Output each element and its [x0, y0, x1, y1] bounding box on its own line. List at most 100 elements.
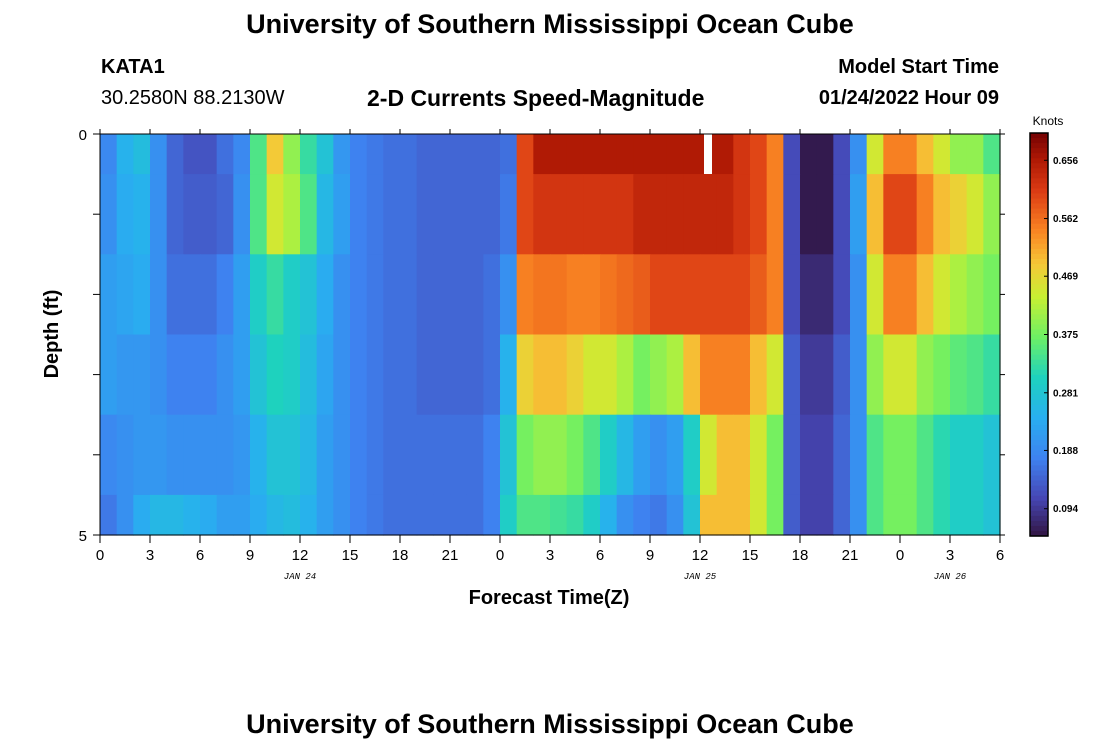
x-tick-label: 0: [496, 547, 504, 564]
heatmap-cell: [316, 334, 334, 416]
heatmap-cell: [316, 254, 334, 336]
heatmap-cell: [316, 414, 334, 496]
heatmap-cell: [616, 174, 634, 255]
heatmap-cell: [566, 174, 584, 255]
heatmap-cell: [100, 134, 118, 175]
heatmap-cell: [433, 414, 451, 496]
heatmap-cell: [616, 334, 634, 416]
heatmap-cell: [316, 174, 334, 255]
colorbar-segment: [1030, 148, 1048, 154]
heatmap-cell: [450, 414, 468, 496]
heatmap-cell: [583, 134, 601, 175]
heatmap-cell: [816, 334, 834, 416]
heatmap-cell: [350, 334, 368, 416]
x-tick-label: 21: [842, 547, 859, 564]
heatmap-cell: [250, 494, 268, 536]
heatmap-cell: [550, 254, 568, 336]
heatmap-cell: [516, 414, 534, 496]
heatmap-cell: [183, 414, 201, 496]
colorbar-segment: [1030, 369, 1048, 376]
heatmap-cell: [383, 494, 401, 536]
heatmap-cell: [883, 334, 901, 416]
heatmap-cell: [116, 494, 134, 536]
colorbar-segment: [1030, 480, 1048, 487]
x-tick-label: 9: [646, 547, 654, 564]
heatmap-cell: [900, 414, 918, 496]
heatmap-cell: [833, 494, 851, 536]
colorbar-segment: [1030, 253, 1048, 260]
heatmap-cell: [850, 414, 868, 496]
colorbar-segment: [1030, 233, 1048, 240]
heatmap-cell: [483, 334, 501, 416]
heatmap-cell: [133, 134, 151, 175]
heatmap-cell: [383, 334, 401, 416]
heatmap-cell: [450, 254, 468, 336]
colorbar-segment: [1030, 133, 1048, 139]
heatmap-cell: [383, 174, 401, 255]
colorbar-segment: [1030, 248, 1048, 255]
y-axis: 05: [79, 127, 1005, 545]
heatmap-cell: [450, 134, 468, 175]
heatmap-cell: [766, 494, 784, 536]
heatmap-cell: [933, 414, 951, 496]
heatmap-cell: [666, 174, 684, 255]
x-tick-label: 6: [996, 547, 1004, 564]
heatmap-cell: [600, 254, 618, 336]
heatmap-cell: [983, 414, 1001, 496]
colorbar-segment: [1030, 274, 1048, 280]
colorbar-segment: [1030, 394, 1048, 401]
heatmap-cell: [383, 134, 401, 175]
heatmap-cell: [150, 414, 168, 496]
heatmap-cell: [200, 494, 218, 536]
heatmap-cell: [583, 494, 601, 536]
heatmap-cell: [166, 414, 184, 496]
heatmap-cell: [733, 494, 751, 536]
colorbar-label: Knots: [1033, 114, 1064, 128]
colorbar-segment: [1030, 319, 1048, 326]
heatmap-cell: [700, 334, 718, 416]
heatmap-cell: [750, 414, 768, 496]
heatmap-cell: [800, 414, 818, 496]
heatmap-cell: [366, 134, 384, 175]
heatmap-cell: [933, 174, 951, 255]
heatmap-cell: [766, 134, 784, 175]
heatmap-cell: [800, 174, 818, 255]
colorbar-segment: [1030, 420, 1048, 426]
heatmap-cell: [266, 334, 284, 416]
heatmap-cell: [183, 254, 201, 336]
heatmap-cell: [500, 254, 518, 336]
heatmap-cell: [550, 174, 568, 255]
heatmap-cell: [916, 414, 934, 496]
heatmap-cell: [866, 174, 884, 255]
heatmap-cell: [716, 334, 734, 416]
heatmap-cell: [316, 494, 334, 536]
heatmap-cell: [716, 414, 734, 496]
heatmap-cell: [933, 134, 951, 175]
heatmap-cell: [650, 254, 668, 336]
heatmap-cell: [466, 334, 484, 416]
heatmap-cell: [166, 174, 184, 255]
heatmap-cell: [666, 254, 684, 336]
heatmap-cell: [633, 134, 651, 175]
heatmap-cell: [283, 254, 301, 336]
heatmap-cell: [133, 174, 151, 255]
heatmap-cell: [950, 334, 968, 416]
heatmap-cell: [616, 494, 634, 536]
data-gap: [704, 134, 712, 174]
colorbar-segment: [1030, 138, 1048, 144]
heatmap-cell: [850, 334, 868, 416]
heatmap-cell: [250, 334, 268, 416]
heatmap-cell: [350, 494, 368, 536]
heatmap-cell: [533, 174, 551, 255]
heatmap-cell: [133, 254, 151, 336]
colorbar-segment: [1030, 490, 1048, 497]
heatmap-cell: [650, 134, 668, 175]
heatmap-cell: [233, 174, 251, 255]
colorbar-segment: [1030, 294, 1048, 300]
page-title: University of Southern Mississippi Ocean…: [246, 9, 854, 39]
heatmap-cell: [733, 254, 751, 336]
heatmap-cell: [983, 494, 1001, 536]
station-id: KATA1: [101, 56, 165, 78]
heatmap-cell: [483, 134, 501, 175]
colorbar-segment: [1030, 525, 1048, 532]
